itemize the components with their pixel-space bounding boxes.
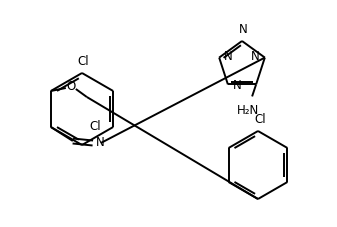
- Text: Cl: Cl: [90, 121, 101, 133]
- Text: Cl: Cl: [77, 55, 89, 68]
- Text: H₂N: H₂N: [237, 104, 259, 117]
- Text: N: N: [233, 79, 242, 92]
- Text: N: N: [251, 50, 260, 63]
- Text: O: O: [66, 81, 75, 94]
- Text: N: N: [224, 50, 233, 63]
- Text: N: N: [239, 23, 247, 36]
- Text: N: N: [96, 136, 104, 148]
- Text: Cl: Cl: [254, 113, 266, 126]
